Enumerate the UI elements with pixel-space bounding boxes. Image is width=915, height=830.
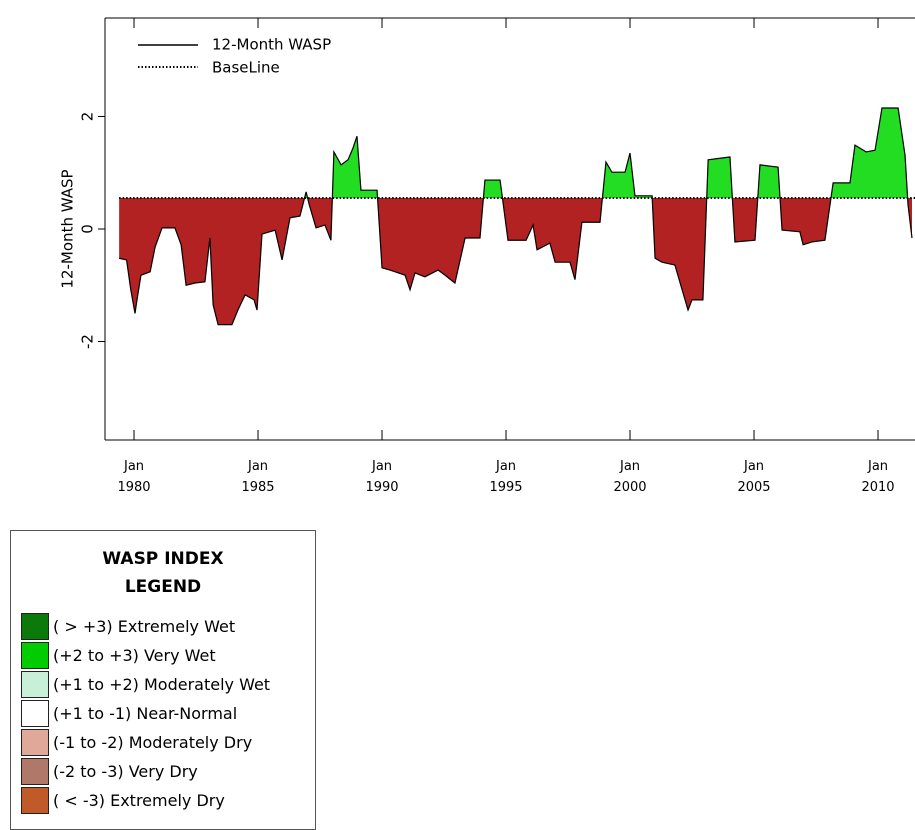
x-tick-label: Jan 1995 [489,459,523,495]
legend-swatch [21,642,49,669]
x-tick-label: Jan 1990 [365,459,399,495]
legend-label: BaseLine [212,59,280,77]
legend-swatch [21,729,49,756]
legend-item: (-1 to -2) Moderately Dry [21,728,252,757]
legend-text: (-2 to -3) Very Dry [53,762,198,781]
legend-swatch [21,700,49,727]
legend-swatch [21,671,49,698]
legend-swatch [21,758,49,785]
area-below [119,198,912,325]
legend-item: (+1 to +2) Moderately Wet [21,670,270,699]
legend-item: (+2 to +3) Very Wet [21,641,216,670]
line [119,107,913,326]
legend-item: (+1 to -1) Near-Normal [21,699,237,728]
wasp-legend: WASP INDEX LEGEND ( > +3) Extremely Wet (… [10,530,316,830]
legend-swatch [21,787,49,814]
legend-title: WASP INDEX LEGEND [102,549,224,597]
legend-text: (+1 to +2) Moderately Wet [53,675,271,694]
legend-label: 12-Month WASP [212,36,331,54]
y-tick-label: -2 [79,334,97,349]
legend-text: (-1 to -2) Moderately Dry [53,733,253,752]
legend-item: ( > +3) Extremely Wet [21,612,235,641]
x-tick-label: Jan 1980 [117,459,151,495]
x-tick-label: Jan 2005 [737,459,771,495]
legend-item: ( < -3) Extremely Dry [21,786,225,815]
x-tick-label: Jan 1985 [241,459,275,495]
chart: 12-Month WASP -2 0 2 12-Month WASP BaseLine [59,17,915,441]
y-tick-label: 2 [79,112,97,122]
area-above [119,108,912,199]
y-tick-label: 0 [79,224,97,234]
legend-text: (+1 to -1) Near-Normal [53,704,238,723]
legend-text: (+2 to +3) Very Wet [53,646,216,665]
legend-text: ( > +3) Extremely Wet [53,617,236,636]
legend-swatch [21,613,49,640]
legend-text: ( < -3) Extremely Dry [53,791,225,810]
y-axis-label: 12-Month WASP [59,169,77,288]
x-tick-label: Jan 2000 [613,459,647,495]
legend-item: (-2 to -3) Very Dry [21,757,198,786]
x-tick-label: Jan 2010 [861,459,895,495]
